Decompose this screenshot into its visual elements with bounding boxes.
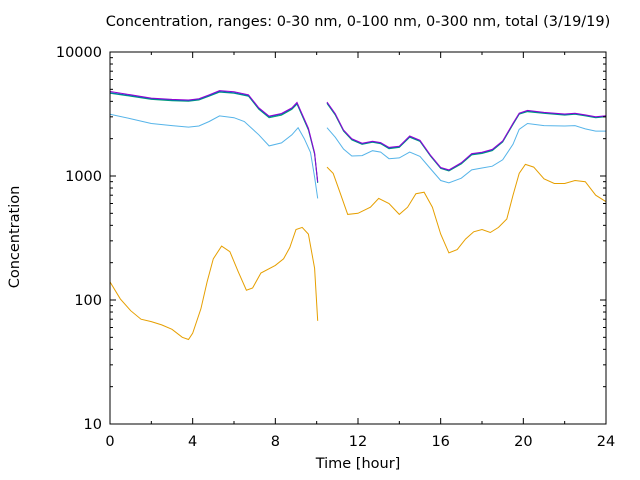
- series-line-4: [109, 90, 319, 182]
- x-tick-label: 24: [597, 434, 615, 450]
- series-line-1: [109, 113, 319, 199]
- chart-title: Concentration, ranges: 0-30 nm, 0-100 nm…: [105, 14, 611, 30]
- x-tick-label: 12: [349, 434, 367, 450]
- y-tick-label: 1000: [65, 169, 102, 185]
- y-tick-label: 10000: [56, 45, 102, 61]
- series-layer: [109, 90, 607, 341]
- x-tick-label: 16: [431, 434, 449, 450]
- tick-layer: 0 4 8 12 16 20 24 10 100 1000 10000: [56, 45, 615, 450]
- x-tick-label: 0: [105, 434, 114, 450]
- y-tick-label: 10: [84, 417, 102, 433]
- plot-frame: [109, 51, 607, 425]
- x-axis-label: Time [hour]: [315, 456, 401, 472]
- series-line-3: [326, 102, 607, 171]
- x-tick-label: 4: [188, 434, 197, 450]
- x-tick-label: 20: [514, 434, 532, 450]
- x-tick-label: 8: [271, 434, 280, 450]
- series-line-0: [326, 163, 607, 254]
- series-line-4: [326, 101, 607, 171]
- series-line-0: [109, 226, 319, 341]
- series-line-1: [326, 122, 606, 184]
- series-line-2: [109, 91, 319, 183]
- series-line-3: [109, 90, 319, 183]
- y-tick-label: 100: [74, 293, 102, 309]
